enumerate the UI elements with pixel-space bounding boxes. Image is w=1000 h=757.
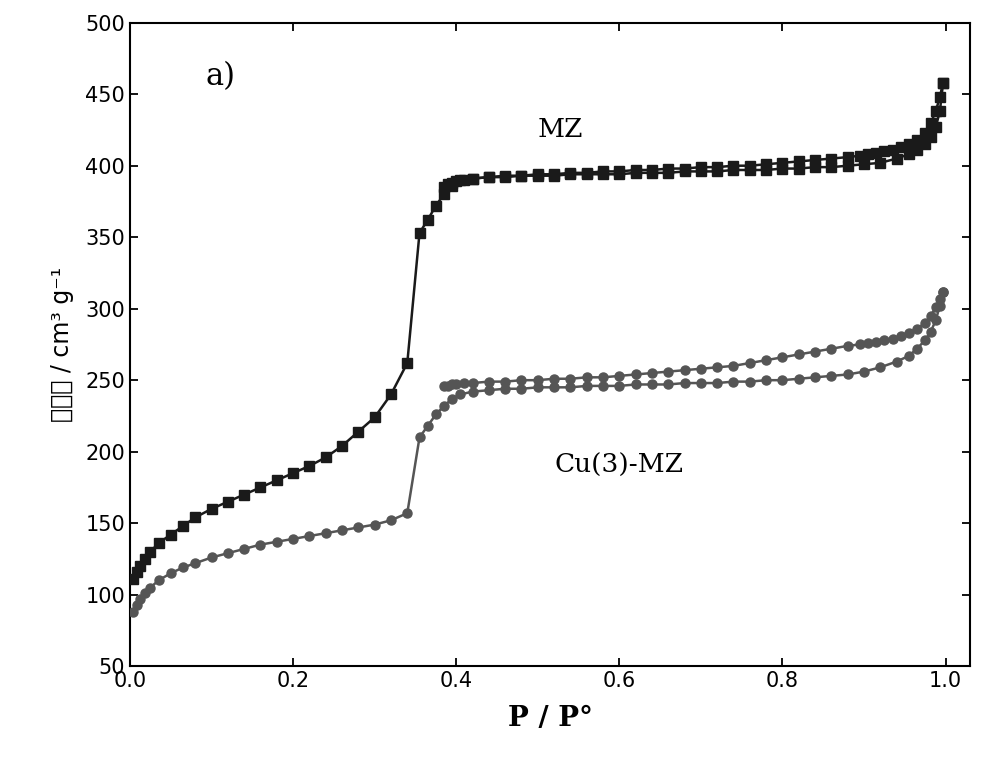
Text: a): a) [206,61,236,92]
Y-axis label: 吸收値 / cm³ g⁻¹: 吸收値 / cm³ g⁻¹ [50,267,74,422]
Text: MZ: MZ [538,117,583,142]
Text: Cu(3)-MZ: Cu(3)-MZ [554,453,683,478]
X-axis label: P / P°: P / P° [508,705,592,732]
